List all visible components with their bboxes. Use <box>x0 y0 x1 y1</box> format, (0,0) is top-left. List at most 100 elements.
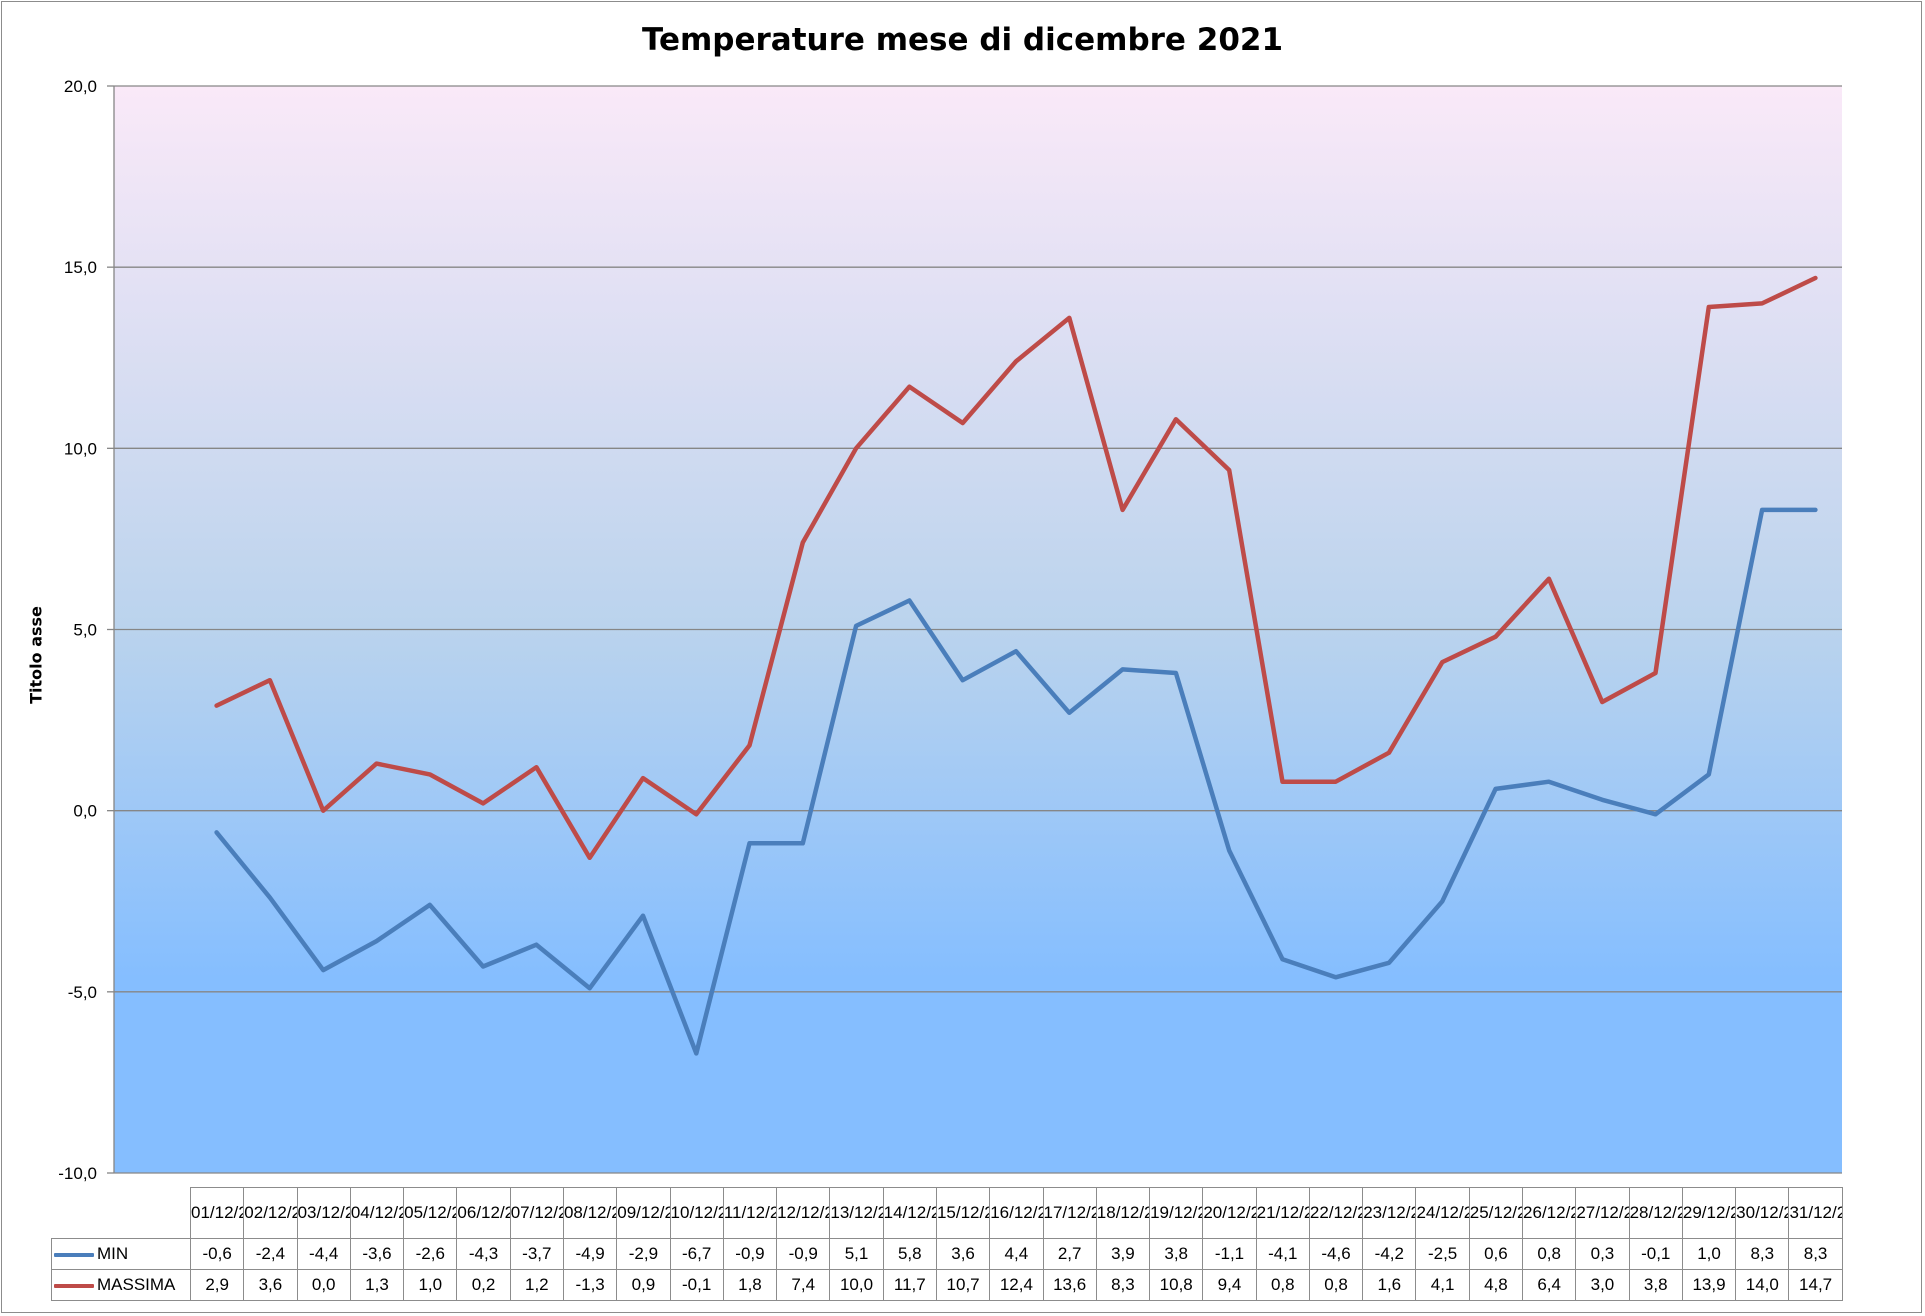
data-label: 0,2 <box>456 1269 511 1301</box>
category-label: 02/12/2021 <box>243 1187 298 1239</box>
data-label: 3,0 <box>1575 1269 1630 1301</box>
legend-entry: MASSIMA <box>51 1269 191 1301</box>
data-label: 7,4 <box>776 1269 831 1301</box>
y-tick-label: -5,0 <box>68 983 97 1002</box>
data-label: -0,9 <box>722 1238 778 1270</box>
category-label: 24/12/2021 <box>1415 1187 1470 1239</box>
y-tick-label: 15,0 <box>64 258 97 277</box>
y-tick-label: 0,0 <box>73 802 97 821</box>
data-label: -2,5 <box>1415 1238 1470 1270</box>
data-label: -4,3 <box>456 1238 511 1270</box>
data-label: 9,4 <box>1202 1269 1257 1301</box>
data-label: -0,6 <box>189 1238 245 1270</box>
data-label: 10,7 <box>935 1269 991 1301</box>
category-label: 28/12/2021 <box>1628 1187 1683 1239</box>
category-label: 08/12/2021 <box>562 1187 618 1239</box>
data-label: 14,0 <box>1735 1269 1790 1301</box>
category-label: 07/12/2021 <box>509 1187 564 1239</box>
data-label: -4,9 <box>562 1238 618 1270</box>
category-label: 04/12/2021 <box>349 1187 405 1239</box>
category-label: 03/12/2021 <box>296 1187 351 1239</box>
data-label: -0,9 <box>776 1238 831 1270</box>
data-label: -0,1 <box>1628 1238 1683 1270</box>
y-tick-label: 20,0 <box>64 77 97 96</box>
legend-swatch <box>54 1252 94 1257</box>
category-label: 16/12/2021 <box>989 1187 1044 1239</box>
data-table: 01/12/202102/12/202103/12/202104/12/2021… <box>51 1187 1843 1301</box>
y-tick-label: 10,0 <box>64 439 97 458</box>
data-label: 5,1 <box>829 1238 884 1270</box>
table-header-row: 01/12/202102/12/202103/12/202104/12/2021… <box>51 1187 1843 1239</box>
data-label: 3,9 <box>1095 1238 1151 1270</box>
data-label: 0,8 <box>1255 1269 1310 1301</box>
data-label: 10,0 <box>829 1269 884 1301</box>
category-label: 29/12/2021 <box>1681 1187 1737 1239</box>
category-label: 23/12/2021 <box>1362 1187 1417 1239</box>
data-label: 0,3 <box>1575 1238 1630 1270</box>
category-label: 22/12/2021 <box>1308 1187 1364 1239</box>
data-label: -2,4 <box>243 1238 298 1270</box>
data-label: -4,6 <box>1308 1238 1364 1270</box>
data-label: -2,9 <box>616 1238 671 1270</box>
data-label: -3,6 <box>349 1238 405 1270</box>
series-line-massima <box>214 275 1818 861</box>
data-label: 6,4 <box>1522 1269 1577 1301</box>
category-label: 17/12/2021 <box>1042 1187 1097 1239</box>
y-tick-labels: 20,0 15,0 10,0 5,0 0,0 -5,0 -10,0 <box>58 77 97 1183</box>
category-label: 30/12/2021 <box>1735 1187 1790 1239</box>
data-label: 13,9 <box>1681 1269 1737 1301</box>
category-label: 15/12/2021 <box>935 1187 991 1239</box>
data-label: 1,2 <box>509 1269 564 1301</box>
data-label: -4,1 <box>1255 1238 1310 1270</box>
data-label: 0,8 <box>1308 1269 1364 1301</box>
data-label: 1,3 <box>349 1269 405 1301</box>
data-label: 14,7 <box>1788 1269 1843 1301</box>
data-label: 2,9 <box>189 1269 245 1301</box>
table-corner <box>51 1187 191 1239</box>
data-label: -6,7 <box>669 1238 724 1270</box>
data-label: 0,0 <box>296 1269 351 1301</box>
data-label: 1,8 <box>722 1269 778 1301</box>
data-label: 4,8 <box>1468 1269 1524 1301</box>
category-label: 06/12/2021 <box>456 1187 511 1239</box>
data-label: 3,6 <box>243 1269 298 1301</box>
category-label: 09/12/2021 <box>616 1187 671 1239</box>
category-label: 01/12/2021 <box>189 1187 245 1239</box>
table-row: MASSIMA 2,9 3,6 0,0 1,3 1,0 0,2 1,2 -1,3 0,9 -0,1 1… <box>51 1269 1843 1301</box>
data-label: 1,0 <box>403 1269 458 1301</box>
category-label: 12/12/2021 <box>776 1187 831 1239</box>
data-label: 8,3 <box>1095 1269 1151 1301</box>
data-label: 12,4 <box>989 1269 1044 1301</box>
category-label: 25/12/2021 <box>1468 1187 1524 1239</box>
data-label: -3,7 <box>509 1238 564 1270</box>
data-label: 8,3 <box>1735 1238 1790 1270</box>
data-label: 3,8 <box>1628 1269 1683 1301</box>
data-label: 4,1 <box>1415 1269 1470 1301</box>
category-label: 19/12/2021 <box>1149 1187 1204 1239</box>
data-label: 11,7 <box>882 1269 937 1301</box>
series-line-min <box>214 507 1818 1056</box>
category-label: 05/12/2021 <box>403 1187 458 1239</box>
category-label: 21/12/2021 <box>1255 1187 1310 1239</box>
data-label: 13,6 <box>1042 1269 1097 1301</box>
data-label: 5,8 <box>882 1238 937 1270</box>
data-label: 3,8 <box>1149 1238 1204 1270</box>
category-label: 31/12/2021 <box>1788 1187 1843 1239</box>
category-label: 10/12/2021 <box>669 1187 724 1239</box>
series-lines <box>214 275 1818 1056</box>
chart-title: Temperature mese di dicembre 2021 <box>641 22 1284 58</box>
legend-label: MASSIMA <box>97 1275 176 1294</box>
data-label: -1,3 <box>562 1269 618 1301</box>
data-label: -1,1 <box>1202 1238 1257 1270</box>
data-label: -4,4 <box>296 1238 351 1270</box>
data-label: 8,3 <box>1788 1238 1843 1270</box>
category-label: 14/12/2021 <box>882 1187 937 1239</box>
data-label: 0,9 <box>616 1269 671 1301</box>
gridlines <box>114 85 1842 993</box>
data-label: -2,6 <box>403 1238 458 1270</box>
category-label: 18/12/2021 <box>1095 1187 1151 1239</box>
category-label: 11/12/2021 <box>722 1187 778 1239</box>
legend-label: MIN <box>97 1244 129 1263</box>
data-label: 3,6 <box>935 1238 991 1270</box>
